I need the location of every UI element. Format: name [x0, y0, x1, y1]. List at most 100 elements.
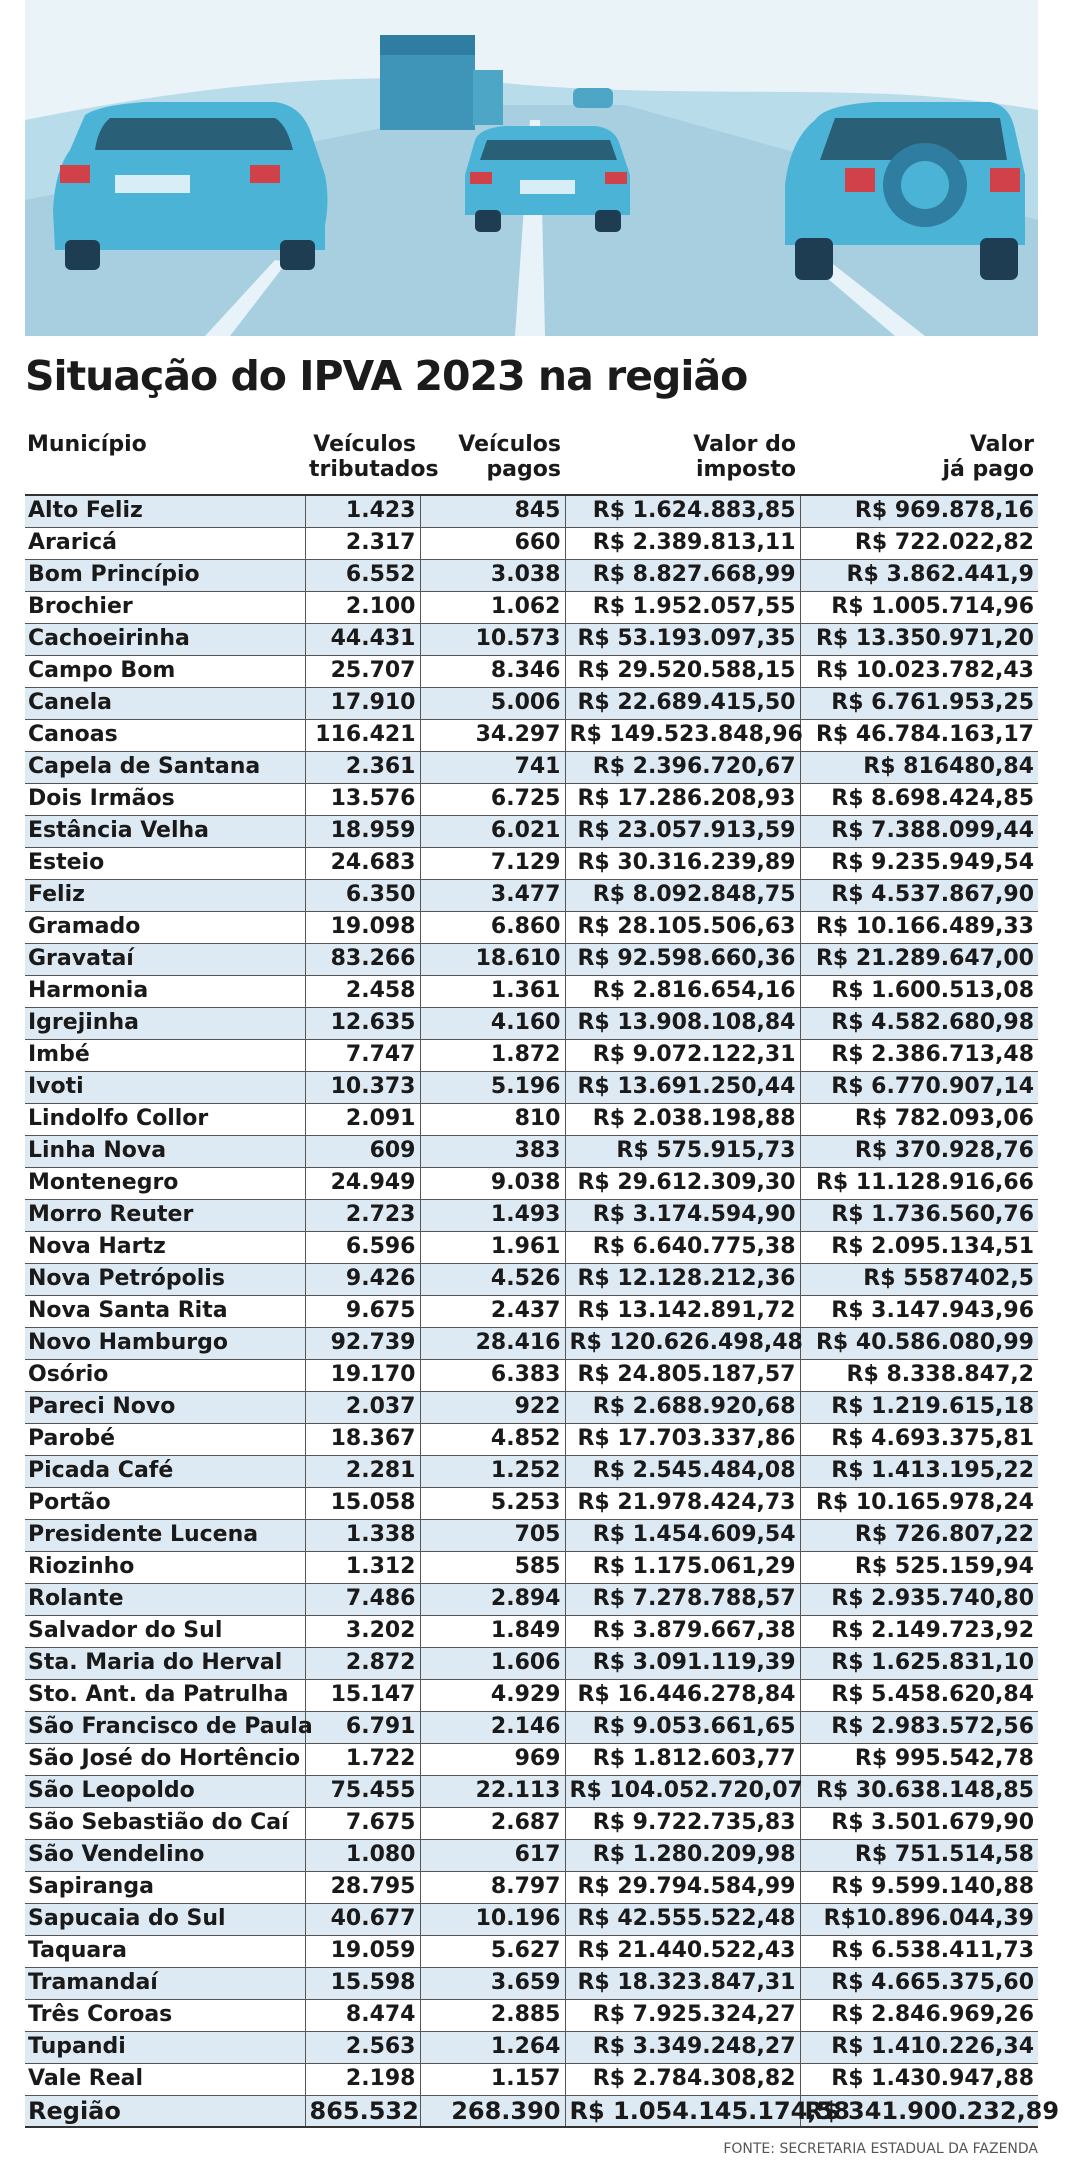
value-cell: R$ 12.128.212,36 — [564, 1263, 800, 1296]
value-cell: R$ 9.235.949,54 — [799, 847, 1038, 880]
value-cell: R$ 29.612.309,30 — [564, 1167, 800, 1200]
table-row: São José do Hortêncio 1.722 969 R$ 1.812.60… — [25, 1743, 1038, 1776]
municipality-cell: Brochier — [25, 591, 305, 624]
municipality-cell: Rolante — [25, 1583, 305, 1616]
value-cell: R$ 2.149.723,92 — [799, 1615, 1038, 1648]
value-cell: R$ 21.440.522,43 — [564, 1935, 800, 1968]
municipality-cell: Campo Bom — [25, 655, 305, 688]
value-cell: R$ 1.736.560,76 — [799, 1199, 1038, 1232]
value-cell: 5.006 — [419, 687, 565, 720]
value-cell: R$ 5587402,5 — [799, 1263, 1038, 1296]
value-cell: 2.437 — [419, 1295, 565, 1328]
value-cell: R$ 1.219.615,18 — [799, 1391, 1038, 1424]
value-cell: R$ 29.520.588,15 — [564, 655, 800, 688]
value-cell: R$ 1.600.513,08 — [799, 975, 1038, 1008]
municipality-cell: Sapucaia do Sul — [25, 1903, 305, 1936]
value-cell: 2.894 — [419, 1583, 565, 1616]
value-cell: R$ 29.794.584,99 — [564, 1871, 800, 1904]
table-row: Gramado 19.098 6.860 R$ 28.105.506,63 R$ 10.… — [25, 911, 1038, 944]
municipality-cell: Sta. Maria do Herval — [25, 1647, 305, 1680]
table-row: Dois Irmãos 13.576 6.725 R$ 17.286.208,93 R$… — [25, 783, 1038, 816]
value-cell: R$ 2.816.654,16 — [564, 975, 800, 1008]
table-row: Capela de Santana 2.361 741 R$ 2.396.720,67… — [25, 751, 1038, 784]
value-cell: R$ 3.091.119,39 — [564, 1647, 800, 1680]
value-cell: 10.196 — [419, 1903, 565, 1936]
municipality-cell: Estância Velha — [25, 815, 305, 848]
illustration — [25, 0, 1038, 336]
municipality-cell: Linha Nova — [25, 1135, 305, 1168]
value-cell: 1.361 — [419, 975, 565, 1008]
table-row: Tupandi 2.563 1.264 R$ 3.349.248,27 R$ 1.410… — [25, 2031, 1038, 2064]
value-cell: R$ 13.908.108,84 — [564, 1007, 800, 1040]
value-cell: R$ 2.545.484,08 — [564, 1455, 800, 1488]
title: Situação do IPVA 2023 na região — [25, 352, 748, 400]
value-cell: R$ 969.878,16 — [799, 495, 1038, 528]
value-cell: R$ 10.166.489,33 — [799, 911, 1038, 944]
value-cell: R$ 11.128.916,66 — [799, 1167, 1038, 1200]
value-cell: R$ 104.052.720,07 — [564, 1775, 803, 1808]
value-cell: 9.426 — [304, 1263, 420, 1296]
value-cell: R$ 16.446.278,84 — [564, 1679, 800, 1712]
value-cell: 3.202 — [304, 1615, 420, 1648]
table-row: Riozinho 1.312 585 R$ 1.175.061,29 R$ 525.15… — [25, 1551, 1038, 1584]
value-cell: R$ 13.142.891,72 — [564, 1295, 800, 1328]
value-cell: 2.146 — [419, 1711, 565, 1744]
table-row: Bom Princípio 6.552 3.038 R$ 8.827.668,99 R$… — [25, 559, 1038, 592]
total-row: Região 865.532 268.390 R$ 1.054.145.174,58 R… — [25, 2095, 1059, 2128]
value-cell: R$ 751.514,58 — [799, 1839, 1038, 1872]
value-cell: R$ 9.722.735,83 — [564, 1807, 800, 1840]
value-cell: 4.160 — [419, 1007, 565, 1040]
value-cell: 741 — [419, 751, 565, 784]
table-row: Sapucaia do Sul 40.677 10.196 R$ 42.555.522… — [25, 1903, 1038, 1936]
value-cell: R$ 13.691.250,44 — [564, 1071, 800, 1104]
municipality-cell: Presidente Lucena — [25, 1519, 305, 1552]
value-cell: R$ 28.105.506,63 — [564, 911, 800, 944]
value-cell: R$ 10.165.978,24 — [799, 1487, 1038, 1520]
table-row: Morro Reuter 2.723 1.493 R$ 3.174.594,90 R$ … — [25, 1199, 1038, 1232]
municipality-cell: Sapiranga — [25, 1871, 305, 1904]
municipality-cell: Imbé — [25, 1039, 305, 1072]
table-row: Osório 19.170 6.383 R$ 24.805.187,57 R$ 8.33… — [25, 1359, 1038, 1392]
value-cell: 6.350 — [304, 879, 420, 912]
value-cell: 1.338 — [304, 1519, 420, 1552]
value-cell: R$ 816480,84 — [799, 751, 1038, 784]
total-cell: 268.390 — [419, 2095, 565, 2128]
value-cell: R$ 2.396.720,67 — [564, 751, 800, 784]
source: FONTE: SECRETARIA ESTADUAL DA FAZENDA — [723, 2141, 1038, 2157]
municipality-cell: Feliz — [25, 879, 305, 912]
value-cell: R$ 17.703.337,86 — [564, 1423, 800, 1456]
municipality-cell: Tramandaí — [25, 1967, 305, 2000]
municipality-cell: Canoas — [25, 719, 305, 752]
table-row: Nova Petrópolis 9.426 4.526 R$ 12.128.212,3… — [25, 1263, 1038, 1296]
value-cell: 2.317 — [304, 527, 420, 560]
municipality-cell: Novo Hamburgo — [25, 1327, 305, 1360]
column-header: Valor do imposto — [565, 432, 800, 496]
data-table: Município Veículos tributados Veículos pag… — [25, 432, 1059, 2128]
municipality-cell: Ivoti — [25, 1071, 305, 1104]
header-row: Município Veículos tributados Veículos pag… — [25, 432, 1038, 496]
value-cell: 2.872 — [304, 1647, 420, 1680]
value-cell: R$ 42.555.522,48 — [564, 1903, 800, 1936]
value-cell: R$ 995.542,78 — [799, 1743, 1038, 1776]
table-row: Parobé 18.367 4.852 R$ 17.703.337,86 R$ 4.69… — [25, 1423, 1038, 1456]
value-cell: 7.129 — [419, 847, 565, 880]
value-cell: 922 — [419, 1391, 565, 1424]
table-row: Nova Santa Rita 9.675 2.437 R$ 13.142.891,7… — [25, 1295, 1038, 1328]
table-row: Portão 15.058 5.253 R$ 21.978.424,73 R$ 10.1… — [25, 1487, 1038, 1520]
value-cell: R$ 149.523.848,96 — [564, 719, 803, 752]
table-row: Vale Real 2.198 1.157 R$ 2.784.308,82 R$ 1.4… — [25, 2063, 1038, 2096]
municipality-cell: Nova Santa Rita — [25, 1295, 305, 1328]
value-cell: R$ 6.538.411,73 — [799, 1935, 1038, 1968]
value-cell: 2.458 — [304, 975, 420, 1008]
municipality-cell: Montenegro — [25, 1167, 305, 1200]
value-cell: R$ 4.537.867,90 — [799, 879, 1038, 912]
table-row: Ivoti 10.373 5.196 R$ 13.691.250,44 R$ 6.770… — [25, 1071, 1038, 1104]
value-cell: 6.596 — [304, 1231, 420, 1264]
value-cell: R$ 6.770.907,14 — [799, 1071, 1038, 1104]
value-cell: 1.849 — [419, 1615, 565, 1648]
value-cell: 2.885 — [419, 1999, 565, 2032]
table-row: Sapiranga 28.795 8.797 R$ 29.794.584,99 R$ 9… — [25, 1871, 1038, 1904]
table-row: Montenegro 24.949 9.038 R$ 29.612.309,30 R$ … — [25, 1167, 1038, 1200]
value-cell: R$ 40.586.080,99 — [799, 1327, 1038, 1360]
municipality-cell: Tupandi — [25, 2031, 305, 2064]
